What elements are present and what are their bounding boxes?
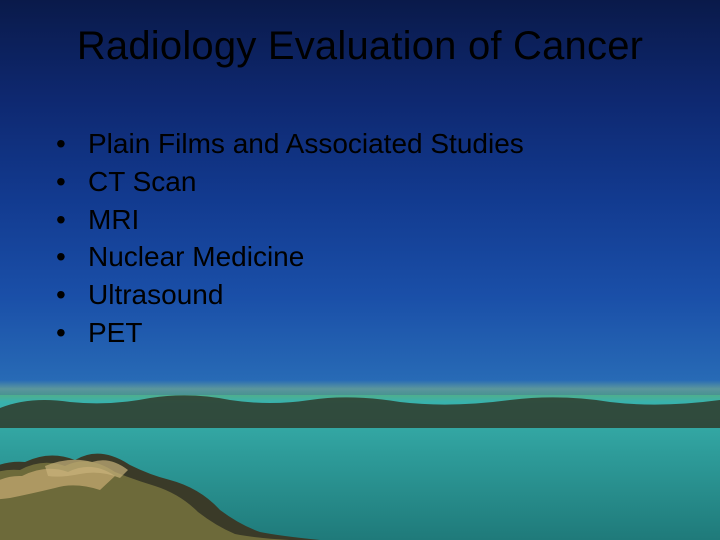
slide-title: Radiology Evaluation of Cancer — [0, 24, 720, 69]
bullet-text: Plain Films and Associated Studies — [88, 126, 524, 162]
bullet-icon: • — [56, 126, 88, 162]
foreground-rocks — [0, 420, 360, 540]
list-item: • Ultrasound — [56, 277, 656, 313]
list-item: • Plain Films and Associated Studies — [56, 126, 656, 162]
bullet-text: Nuclear Medicine — [88, 239, 304, 275]
bullet-list: • Plain Films and Associated Studies • C… — [56, 126, 656, 353]
bullet-icon: • — [56, 315, 88, 351]
slide: Radiology Evaluation of Cancer • Plain F… — [0, 0, 720, 540]
bullet-icon: • — [56, 202, 88, 238]
bullet-text: PET — [88, 315, 142, 351]
bullet-text: CT Scan — [88, 164, 196, 200]
list-item: • CT Scan — [56, 164, 656, 200]
list-item: • MRI — [56, 202, 656, 238]
bullet-icon: • — [56, 164, 88, 200]
bullet-icon: • — [56, 239, 88, 275]
list-item: • Nuclear Medicine — [56, 239, 656, 275]
list-item: • PET — [56, 315, 656, 351]
bullet-icon: • — [56, 277, 88, 313]
bullet-text: Ultrasound — [88, 277, 223, 313]
bullet-text: MRI — [88, 202, 139, 238]
